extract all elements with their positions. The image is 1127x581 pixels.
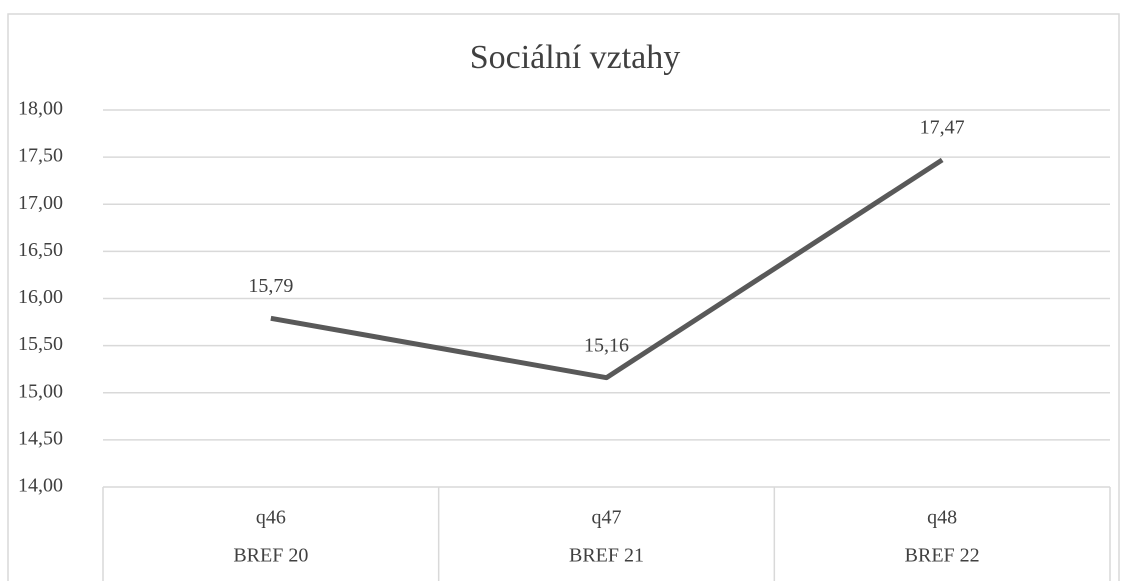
chart-title: Sociální vztahy <box>470 39 681 76</box>
data-label: 15,79 <box>248 275 293 297</box>
line-series <box>270 157 944 381</box>
x-tick-label: q47 <box>592 507 622 529</box>
data-label: 15,16 <box>584 334 629 356</box>
x-tick-label: q48 <box>927 507 957 529</box>
y-tick-label: 15,50 <box>18 333 63 355</box>
x-tick-label: q46 <box>256 507 286 529</box>
y-tick-label: 16,00 <box>18 286 63 308</box>
y-tick-label: 14,00 <box>18 475 63 497</box>
data-label: 17,47 <box>920 117 965 139</box>
x-group-label: BREF 21 <box>569 545 644 567</box>
y-tick-label: 17,50 <box>18 145 63 167</box>
y-tick-label: 17,00 <box>18 192 63 214</box>
y-tick-label: 14,50 <box>18 427 63 449</box>
y-tick-label: 16,50 <box>18 239 63 261</box>
y-tick-label: 15,00 <box>18 380 63 402</box>
y-tick-label: 18,00 <box>18 98 63 120</box>
x-group-label: BREF 20 <box>233 545 308 567</box>
x-group-label: BREF 22 <box>905 545 980 567</box>
chart-border <box>7 13 1120 581</box>
